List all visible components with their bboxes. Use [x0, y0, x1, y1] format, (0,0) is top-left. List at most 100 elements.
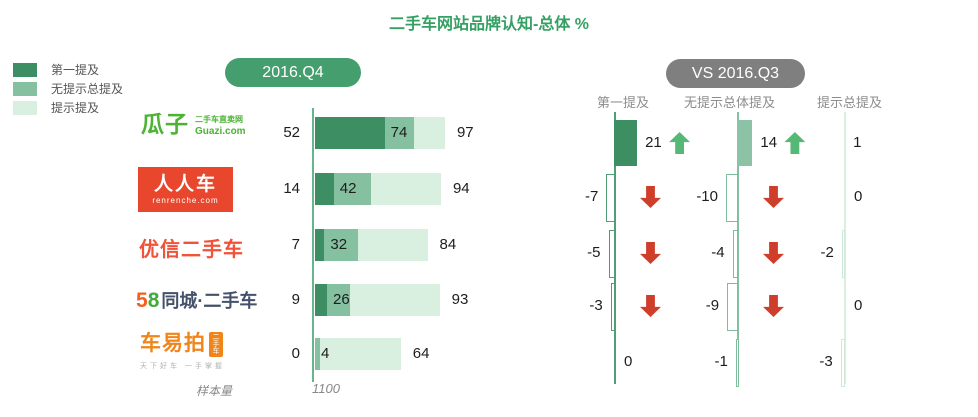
comparison-axis-first-mention: [614, 112, 616, 384]
legend: 第一提及 无提示总提及 提示提及: [13, 62, 123, 119]
comparison-badge-vs-2016q3: VS 2016.Q3: [666, 59, 805, 88]
bar-value-aided: 64: [412, 345, 430, 362]
brand-logo-url: Guazi.com: [195, 126, 246, 137]
brand-logo-youxin: 优信二手车: [139, 239, 244, 261]
brand-logo-subtext: 二手车直卖网: [195, 115, 243, 124]
bar-value-first-mention: 0: [291, 345, 300, 362]
bar-value-aided: 93: [451, 291, 469, 308]
delta-bar-positive: [614, 120, 638, 166]
up-arrow-icon: [669, 132, 691, 154]
down-arrow-icon: [763, 242, 784, 264]
down-arrow-icon: [763, 186, 784, 208]
delta-bar-negative: [840, 339, 845, 387]
delta-value: -10: [696, 188, 718, 205]
delta-bar-positive: [737, 120, 753, 166]
bar-value-first-mention: 14: [283, 180, 300, 197]
delta-value: -1: [714, 353, 728, 370]
period-badge-2016q4: 2016.Q4: [225, 58, 361, 87]
bar-value-unaided-total: 4: [321, 345, 330, 362]
bar-segment-aided: [371, 173, 441, 205]
legend-label: 无提示总提及: [51, 82, 124, 96]
legend-item-aided: 提示提及: [13, 100, 123, 115]
comparison-header-aided-total: 提示总提及: [817, 95, 883, 110]
left-chart-axis: [312, 108, 314, 382]
bar-segment-aided: [320, 338, 401, 370]
down-arrow-icon: [640, 186, 661, 208]
delta-value: -2: [820, 244, 834, 261]
sample-size-value: 1100: [312, 381, 340, 396]
bar-segment-unaided-total: [384, 117, 415, 149]
down-arrow-icon: [640, 295, 661, 317]
delta-value: -3: [819, 353, 833, 370]
brand-logo-text: 瓜子: [141, 111, 189, 137]
brand-logo-digit-8: 8: [147, 289, 160, 312]
delta-bar-negative: [841, 230, 845, 278]
bar-segment-aided: [414, 117, 445, 149]
delta-value: 1: [853, 134, 862, 151]
bar-segment-first-mention: [315, 173, 334, 205]
bar-segment-first-mention: [315, 229, 325, 261]
brand-logo-renrenche: 人人车 renrenche.com: [138, 167, 233, 212]
brand-logo-url: renrenche.com: [152, 196, 219, 205]
delta-bar-negative: [606, 174, 615, 222]
bar-value-aided: 97: [456, 124, 474, 141]
bar-segment-aided: [349, 284, 440, 316]
brand-logo-digit-5: 5: [136, 289, 148, 312]
comparison-axis-aided: [844, 112, 846, 384]
down-arrow-icon: [640, 242, 661, 264]
bar-segment-unaided-total: [315, 338, 321, 370]
delta-value: -3: [589, 297, 603, 314]
legend-swatch-unaided-total: [13, 81, 37, 96]
delta-bar-negative: [727, 283, 738, 331]
bar-value-aided: 84: [439, 236, 457, 253]
delta-value: 0: [624, 353, 633, 370]
down-arrow-icon: [763, 295, 784, 317]
bar-value-first-mention: 52: [283, 124, 300, 141]
brand-logo-text: 车易拍: [140, 332, 206, 355]
brand-logo-guazi: 瓜子 二手车直卖网 Guazi.com: [141, 112, 246, 137]
legend-label: 第一提及: [51, 63, 100, 77]
sample-size-label: 样本量: [196, 384, 233, 398]
comparison-header-unaided-total: 无提示总体提及: [684, 95, 776, 110]
legend-swatch-aided: [13, 100, 37, 115]
brand-logo-text: 人人车: [153, 174, 217, 195]
bar-value-unaided-total: 42: [339, 180, 357, 197]
delta-bar-negative: [735, 339, 739, 387]
delta-bar-negative: [732, 230, 738, 278]
delta-value: 0: [854, 188, 863, 205]
bar-value-unaided-total: 32: [330, 236, 348, 253]
bar-segment-aided: [357, 229, 428, 261]
legend-item-unaided-total: 无提示总提及: [13, 81, 123, 96]
legend-swatch-first-mention: [13, 62, 37, 77]
bar-value-first-mention: 7: [291, 236, 300, 253]
bar-segment-unaided-total: [324, 229, 358, 261]
bar-value-aided: 94: [452, 180, 470, 197]
bar-segment-first-mention: [315, 117, 385, 149]
delta-value: -4: [711, 244, 725, 261]
delta-bar-positive: [844, 120, 846, 166]
delta-bar-negative: [726, 174, 738, 222]
brand-logo-cheyipai: 车易拍 二手车 天下好车 一手掌握: [140, 332, 225, 371]
delta-bar-negative: [608, 230, 615, 278]
bar-value-first-mention: 9: [291, 291, 300, 308]
delta-bar-negative: [610, 283, 615, 331]
chart-title: 二手车网站品牌认知-总体 %: [388, 16, 589, 33]
delta-value: 14: [760, 134, 778, 151]
comparison-header-first-mention: 第一提及: [597, 95, 650, 110]
bar-segment-first-mention: [315, 284, 328, 316]
brand-logo-badge: 二手车: [209, 332, 223, 357]
brand-logo-58tongcheng: 5 8 同城·二手车: [136, 287, 257, 313]
delta-value: -7: [584, 188, 599, 205]
delta-value: 0: [854, 297, 863, 314]
legend-label: 提示提及: [51, 101, 100, 115]
up-arrow-icon: [784, 132, 806, 154]
delta-value: -5: [587, 244, 601, 261]
brand-logo-text: 同城·二手车: [161, 291, 258, 311]
legend-item-first-mention: 第一提及: [13, 62, 123, 77]
delta-value: 21: [645, 134, 662, 151]
delta-value: -9: [705, 297, 720, 314]
comparison-axis-unaided: [737, 112, 739, 384]
brand-logo-tagline: 天下好车 一手掌握: [140, 363, 225, 370]
bar-value-unaided-total: 26: [333, 291, 350, 308]
